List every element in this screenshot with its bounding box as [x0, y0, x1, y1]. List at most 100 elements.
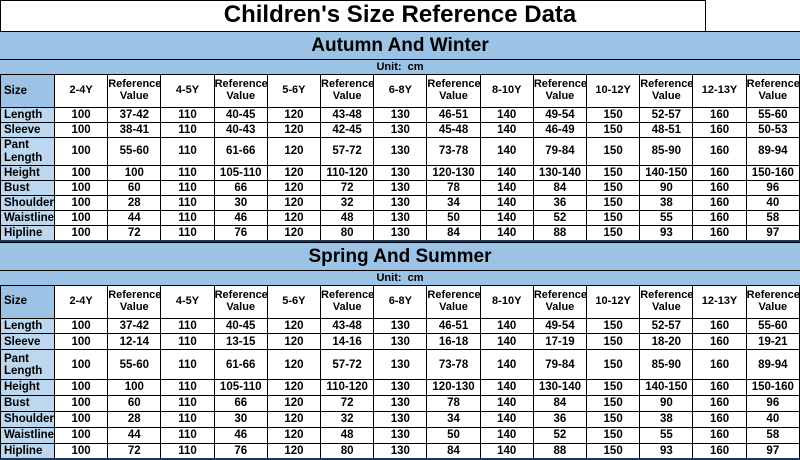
table-cell: 72	[320, 394, 375, 412]
column-header: Reference Value	[426, 284, 481, 319]
table-cell: 100	[107, 378, 162, 396]
table-cell: 100	[53, 225, 109, 242]
table-cell: 140	[479, 195, 534, 211]
table-cell: 140	[479, 122, 534, 138]
column-header: 10-12Y	[586, 284, 641, 319]
table-cell: 49-54	[532, 107, 588, 123]
column-header: 5-6Y	[266, 74, 322, 108]
header-row: Size 2-4Y Reference Value 4-5Y Reference Val…	[0, 284, 800, 319]
table-cell: 43-48	[320, 317, 375, 335]
table-cell: 150	[586, 165, 641, 181]
table-cell: 100	[53, 165, 109, 181]
table-cell: 52	[532, 210, 588, 226]
table-cell: 130	[373, 333, 428, 351]
table-cell: 130	[373, 426, 428, 444]
table-cell: 58	[745, 426, 800, 444]
table-cell: 150	[586, 349, 641, 380]
column-header: Reference Value	[107, 74, 162, 108]
table-cell: 110	[160, 426, 215, 444]
table-cell: 140	[479, 394, 534, 412]
column-header: Reference Value	[745, 284, 800, 319]
table-cell: 55-60	[107, 137, 162, 166]
table-cell: 84	[532, 394, 588, 412]
column-header: Reference Value	[107, 284, 162, 319]
table-cell: 130-140	[532, 165, 588, 181]
table-cell: 13-15	[213, 333, 268, 351]
table-cell: 37-42	[107, 317, 162, 335]
table-cell: 110	[160, 107, 215, 123]
table-cell: 55-60	[745, 107, 800, 123]
table-cell: 160	[692, 378, 747, 396]
table-cell: 100	[53, 180, 109, 196]
table-cell: 120	[266, 333, 322, 351]
table-cell: 46-49	[532, 122, 588, 138]
column-header: Reference Value	[639, 74, 694, 108]
table-cell: 110	[160, 394, 215, 412]
table-cell: 120	[266, 378, 322, 396]
table-cell: 48	[320, 210, 375, 226]
table-cell: 73-78	[426, 349, 481, 380]
table-cell: 150	[586, 107, 641, 123]
table-cell: 120	[266, 165, 322, 181]
table-cell: 90	[639, 180, 694, 196]
table-cell: 150	[586, 225, 641, 242]
table-cell: 160	[692, 210, 747, 226]
table-row: Sleeve 100 38-41 110 40-43 120 42-45 130 45-48 14…	[0, 122, 800, 138]
table-cell: 160	[692, 442, 747, 460]
table-row: Shoulder 100 28 110 30 120 32 130 34 140 36 150 38 16…	[0, 195, 800, 211]
section-spring-summer: Spring And Summer Unit: cm Size 2-4Y Refer…	[0, 241, 800, 460]
table-cell: 140	[479, 225, 534, 242]
table-cell: 110	[160, 333, 215, 351]
row-label: Hipline	[0, 442, 55, 460]
table-cell: 73-78	[426, 137, 481, 166]
table-cell: 140	[479, 165, 534, 181]
table-cell: 130	[373, 165, 428, 181]
table-cell: 130	[373, 349, 428, 380]
table-cell: 100	[53, 378, 109, 396]
table-cell: 18-20	[639, 333, 694, 351]
header-row: Size 2-4Y Reference Value 4-5Y Reference Val…	[0, 74, 800, 108]
column-header: 8-10Y	[479, 284, 534, 319]
table-cell: 84	[426, 225, 481, 242]
table-cell: 38-41	[107, 122, 162, 138]
table-cell: 60	[107, 180, 162, 196]
column-header: 12-13Y	[692, 74, 747, 108]
table-cell: 110	[160, 378, 215, 396]
table-cell: 105-110	[213, 165, 268, 181]
table-cell: 130	[373, 122, 428, 138]
column-header: Reference Value	[745, 74, 800, 108]
table-cell: 160	[692, 317, 747, 335]
table-cell: 46	[213, 210, 268, 226]
table-cell: 130	[373, 442, 428, 460]
table-cell: 72	[320, 180, 375, 196]
table-cell: 61-66	[213, 137, 268, 166]
table-cell: 130	[373, 317, 428, 335]
unit-label-spring-summer: Unit: cm	[0, 269, 800, 285]
table-cell: 88	[532, 442, 588, 460]
table-cell: 100	[53, 394, 109, 412]
table-cell: 40-45	[213, 317, 268, 335]
table-cell: 46	[213, 426, 268, 444]
column-header: 6-8Y	[373, 74, 428, 108]
table-cell: 40-45	[213, 107, 268, 123]
table-cell: 55	[639, 426, 694, 444]
table-row: Length 100 37-42 110 40-45 120 43-48 130 46-51 14…	[0, 317, 800, 335]
table-cell: 16-18	[426, 333, 481, 351]
row-label: Sleeve	[0, 333, 55, 351]
table-row: Hipline 100 72 110 76 120 80 130 84 140 88 150 93 160…	[0, 225, 800, 242]
table-row: Pant Length 100 55-60 110 61-66 120 57-72 130 73…	[0, 137, 800, 166]
row-label: Length	[0, 107, 55, 123]
table-cell: 78	[426, 394, 481, 412]
table-cell: 85-90	[639, 349, 694, 380]
table-cell: 150	[586, 122, 641, 138]
table-cell: 80	[320, 225, 375, 242]
table-cell: 76	[213, 442, 268, 460]
table-cell: 50-53	[745, 122, 800, 138]
table-cell: 120	[266, 137, 322, 166]
table-cell: 30	[213, 410, 268, 428]
table-cell: 140	[479, 333, 534, 351]
table-cell: 32	[320, 410, 375, 428]
table-cell: 52-57	[639, 107, 694, 123]
table-cell: 36	[532, 195, 588, 211]
table-cell: 140	[479, 349, 534, 380]
